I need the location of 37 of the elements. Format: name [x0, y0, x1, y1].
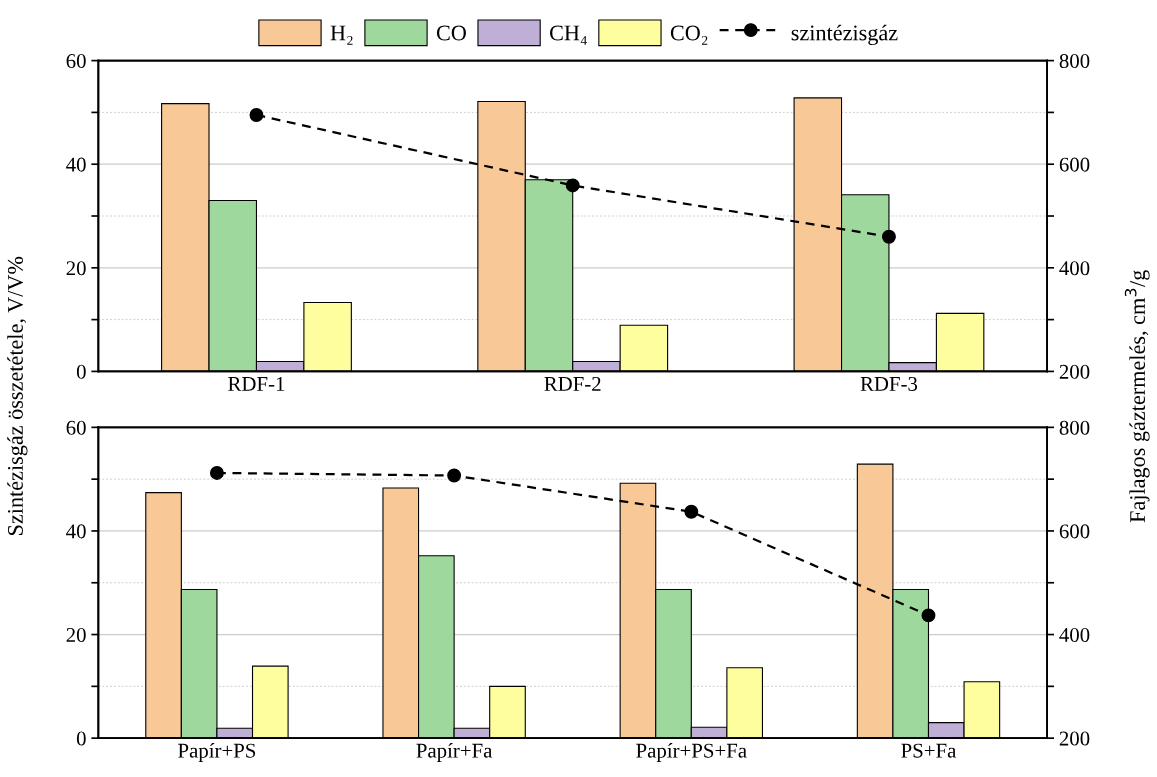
point: [882, 229, 896, 244]
point: [684, 504, 699, 519]
x-tick-label: PS+Fa: [901, 743, 957, 758]
legend-label: CO₂: [670, 25, 708, 45]
point: [921, 608, 936, 623]
y-tick-label: 20: [66, 627, 86, 642]
legend-label: CO: [436, 25, 466, 41]
y2-tick-label: 800: [1059, 420, 1090, 435]
legend-label: H₂: [330, 25, 353, 45]
y-tick-label: 40: [66, 524, 86, 539]
y-axis-title: Szintézisgáz összetétele, V/V%: [7, 256, 28, 535]
x-tick-label: Papír+PS: [178, 743, 256, 762]
x-tick-label: Papír+PS+Fa: [636, 743, 747, 762]
y2-tick-label: 400: [1059, 261, 1090, 276]
y2-tick-label: 400: [1059, 627, 1090, 642]
y-tick-label: 0: [76, 364, 86, 379]
point: [447, 468, 462, 483]
point: [249, 108, 264, 122]
y2-axis-title: Fajlagos gáztermelés, cm$^{3}$/g: [1124, 270, 1150, 523]
y-tick-label: 40: [66, 157, 86, 172]
x-tick-label: RDF-3: [860, 376, 918, 391]
x-tick-label: RDF-2: [544, 376, 601, 391]
y-tick-label: 60: [66, 420, 86, 435]
y2-tick-label: 600: [1059, 157, 1090, 172]
y-tick-label: 20: [66, 261, 86, 276]
legend-label: szintézisgáz: [791, 24, 898, 46]
point: [565, 178, 580, 193]
y2-tick-label: 800: [1059, 53, 1090, 69]
x-tick-label: Papír+Fa: [416, 743, 493, 762]
y-tick-label: 60: [66, 53, 86, 69]
x-tick-label: RDF-1: [228, 376, 285, 391]
y2-tick-label: 200: [1059, 731, 1090, 746]
y2-tick-label: 200: [1059, 364, 1090, 379]
y2-tick-label: 600: [1059, 524, 1090, 539]
y-tick-label: 0: [76, 731, 86, 746]
legend-label: CH₄: [550, 25, 587, 45]
point: [209, 465, 224, 480]
